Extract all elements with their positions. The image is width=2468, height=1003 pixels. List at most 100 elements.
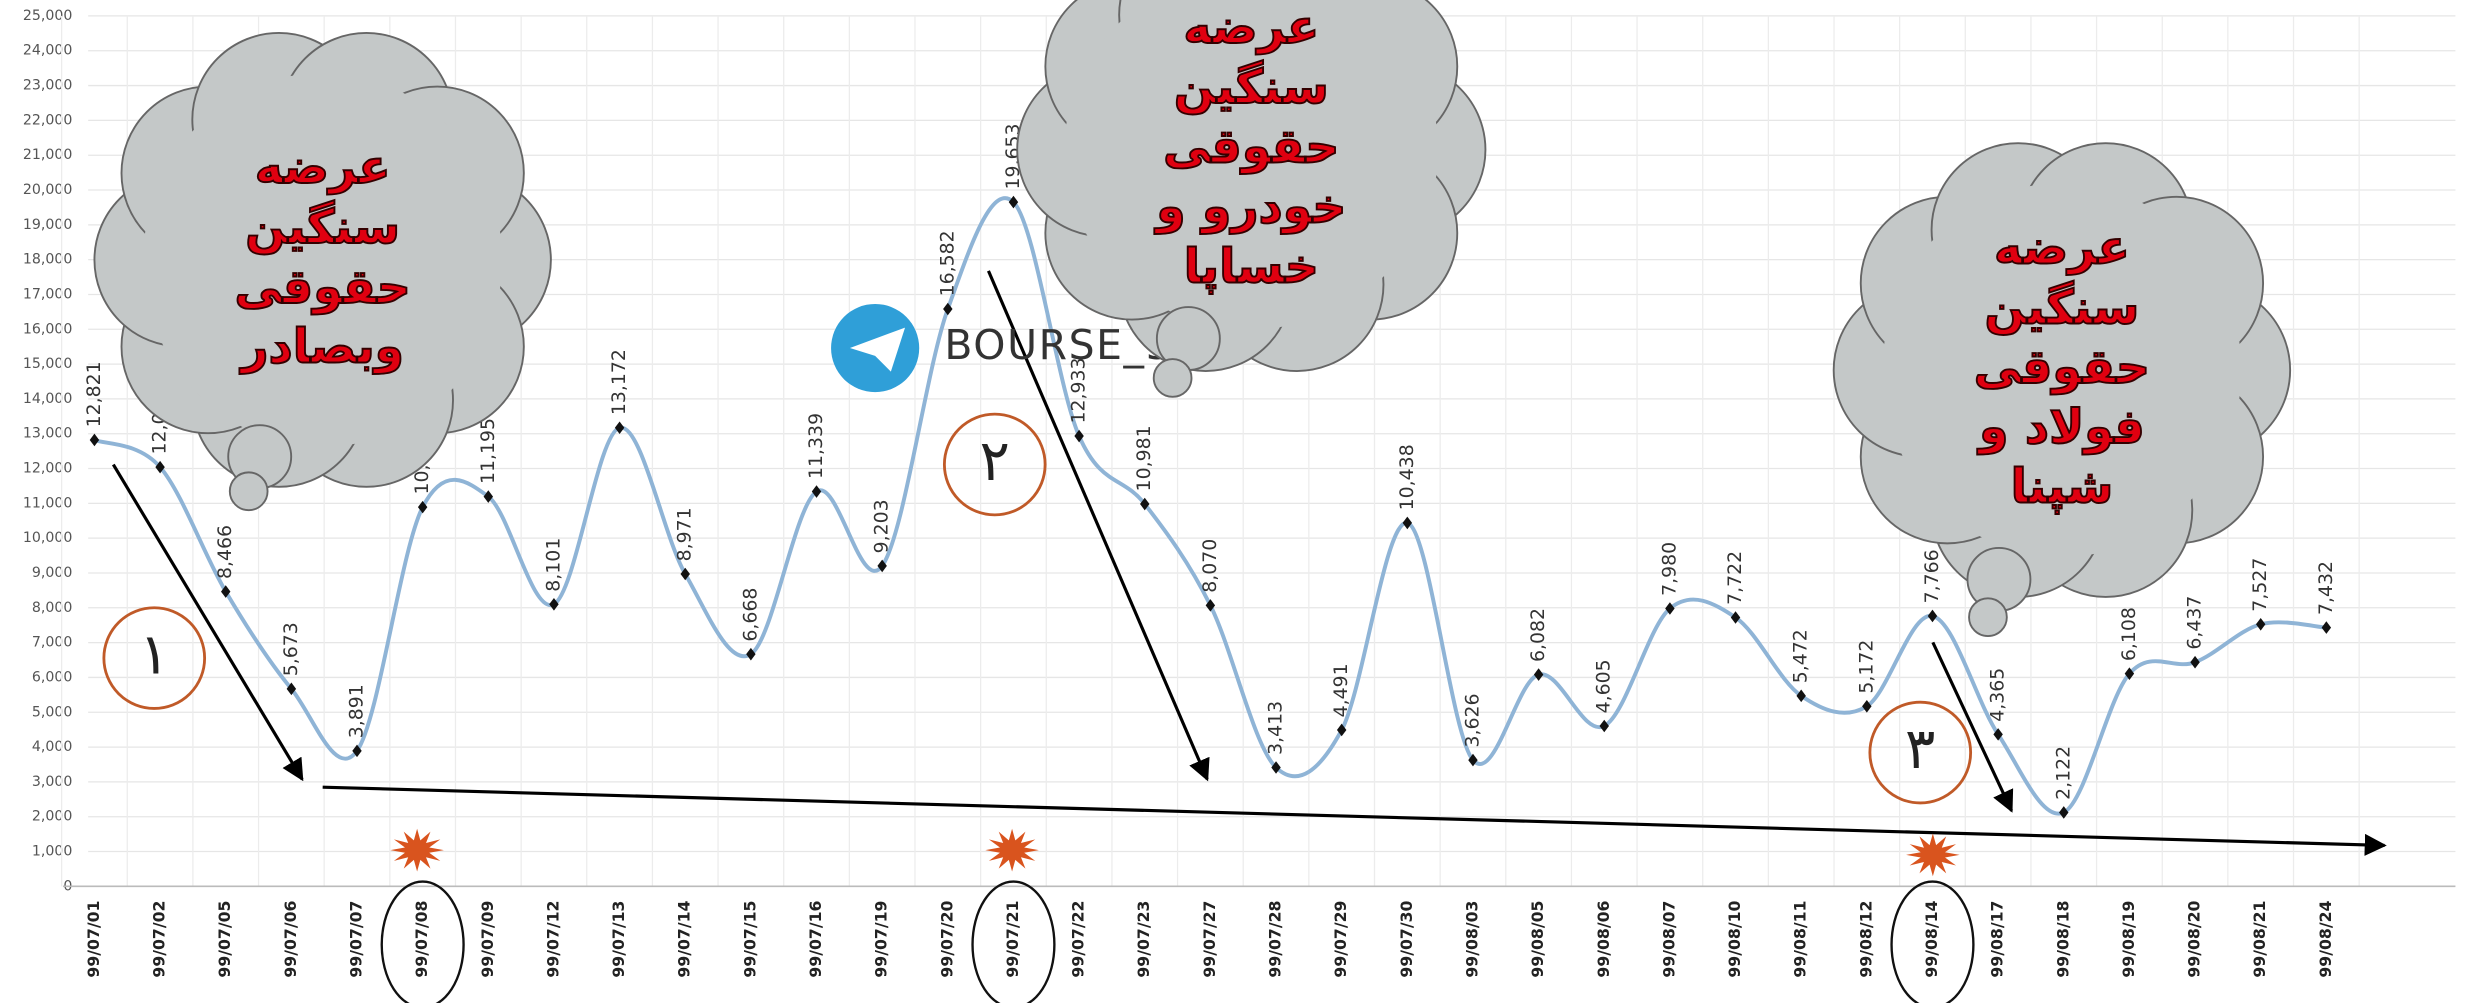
x-tick-label: 99/08/05 [1528,901,1547,978]
cloud-bubble [1154,359,1192,397]
y-tick-label: 1,000 [32,844,73,860]
y-tick-label: 17,000 [23,286,73,302]
value-label: 6,108 [2118,607,2140,661]
value-label: 3,626 [1461,693,1483,747]
y-tick-label: 2,000 [32,809,73,825]
starburst [1906,833,1960,876]
cloud-text: عرضه [1994,220,2130,275]
x-tick-label: 99/07/30 [1397,900,1416,977]
y-tick-label: 23,000 [23,78,73,94]
y-tick-label: 7,000 [32,635,73,651]
x-tick-label: 99/08/24 [2316,900,2335,977]
x-tick-label: 99/08/17 [1988,901,2007,978]
step-number: ٢ [980,428,1010,494]
y-tick-label: 10,000 [23,530,73,546]
value-label: 8,971 [674,507,696,561]
point [2256,618,2265,631]
x-tick-label: 99/08/20 [2185,900,2204,977]
point [90,434,99,447]
y-tick-label: 8,000 [32,600,73,616]
value-label: 7,432 [2315,561,2337,615]
cloud-text: وبصادر [239,320,404,375]
value-label: 7,527 [2249,558,2271,612]
value-label: 5,673 [280,622,302,676]
x-tick-label: 99/07/14 [675,900,694,977]
cloud-bubble [1969,598,2007,636]
value-label: 11,195 [477,418,499,484]
value-label: 13,172 [608,349,630,415]
cloud-text: حقوقی [1163,120,1339,175]
x-tick-label: 99/08/21 [2250,901,2269,978]
cloud-text: سنگین [1174,60,1329,115]
x-tick-label: 99/08/07 [1659,901,1678,978]
y-tick-label: 6,000 [32,669,73,685]
y-tick-label: 11,000 [23,495,73,511]
y-tick-label: 22,000 [23,112,73,128]
starburst [390,829,444,872]
y-tick-label: 20,000 [23,182,73,198]
value-label: 2,122 [2052,746,2074,800]
y-tick-label: 16,000 [23,321,73,337]
x-tick-label: 99/07/01 [84,901,103,978]
y-tick-label: 3,000 [32,774,73,790]
value-label: 6,668 [739,588,761,642]
value-label: 10,438 [1396,444,1418,510]
x-tick-label: 99/07/27 [1200,901,1219,978]
y-tick-label: 24,000 [23,43,73,59]
y-tick-label: 18,000 [23,252,73,268]
x-tick-label: 99/07/15 [740,901,759,978]
x-tick-label: 99/08/19 [2119,901,2138,978]
value-label: 11,339 [805,413,827,479]
cloud-text: حقوقی [1974,340,2150,395]
x-tick-label: 99/07/07 [347,901,366,978]
x-tick-label: 99/07/06 [281,900,300,977]
x-tick-label: 99/08/10 [1725,900,1744,977]
chart: 01,0002,0003,0004,0005,0006,0007,0008,00… [0,0,2468,1003]
point [1534,668,1543,681]
y-tick-label: 15,000 [23,356,73,372]
x-tick-label: 99/07/05 [215,901,234,978]
value-label: 7,980 [1658,542,1680,596]
value-label: 9,203 [871,499,893,553]
value-label: 8,070 [1199,539,1221,593]
y-tick-label: 21,000 [23,147,73,163]
value-label: 4,491 [1330,663,1352,717]
x-tick-label: 99/07/09 [478,901,497,978]
value-label: 4,365 [1987,668,2009,722]
value-label: 6,082 [1527,608,1549,662]
value-label: 3,891 [346,684,368,738]
x-tick-label: 99/08/12 [1856,901,1875,978]
x-tick-label: 99/07/12 [543,901,562,978]
x-tick-label: 99/08/14 [1922,900,1941,977]
value-label: 10,981 [1133,425,1155,491]
starburst [985,829,1039,872]
y-tick-label: 19,000 [23,217,73,233]
cloud-bubble [230,472,268,510]
step-number: ٣ [1905,716,1935,782]
value-label: 8,101 [542,538,564,592]
point [1928,610,1937,623]
y-tick-label: 12,000 [23,461,73,477]
cloud-text: خساپا [1184,239,1319,294]
x-tick-label: 99/08/18 [2053,901,2072,978]
cloud-text: سنگین [245,200,400,255]
x-tick-label: 99/07/02 [150,901,169,978]
x-tick-label: 99/07/22 [1069,901,1088,978]
x-tick-label: 99/07/16 [806,900,825,977]
value-label: 6,437 [2184,596,2206,650]
value-label: 7,766 [1921,549,1943,603]
y-tick-label: 25,000 [23,8,73,24]
x-tick-label: 99/07/21 [1003,901,1022,978]
cloud-text: عرضه [1183,0,1319,55]
point [2190,656,2199,669]
y-tick-label: 5,000 [32,704,73,720]
value-label: 4,605 [1593,659,1615,713]
x-tick-label: 99/07/29 [1331,901,1350,978]
cloud-text: حقوقی [235,260,411,315]
cloud-text: خودرو و [1154,180,1346,235]
x-tick-label: 99/07/20 [937,900,956,977]
x-tick-label: 99/07/19 [872,901,891,978]
y-tick-label: 4,000 [32,739,73,755]
x-tick-label: 99/08/03 [1462,901,1481,978]
